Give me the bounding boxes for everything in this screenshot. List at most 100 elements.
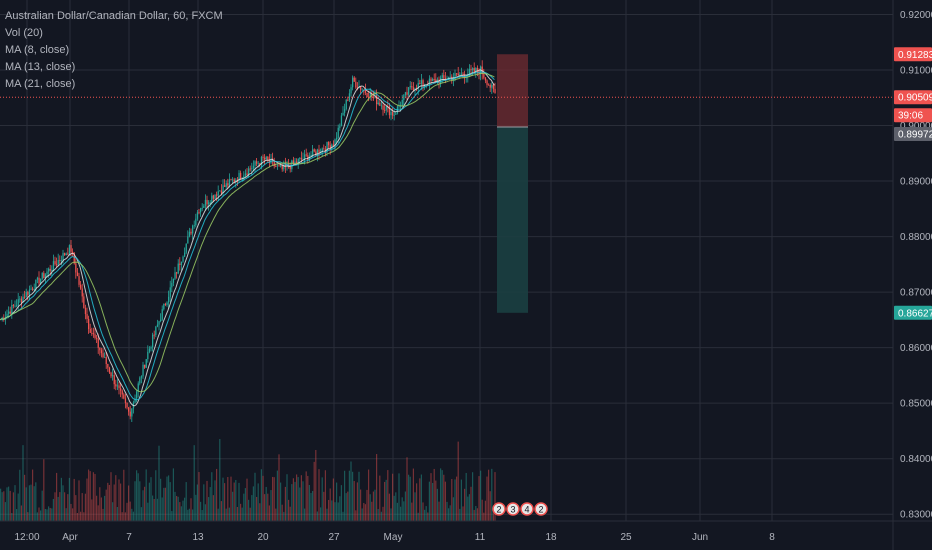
candle-body [19, 298, 21, 300]
event-marker[interactable]: 4 [520, 502, 534, 516]
volume-bar [180, 506, 182, 521]
volume-bar [345, 493, 347, 521]
volume-bar [384, 481, 386, 521]
event-marker-count[interactable]: 3 [510, 505, 515, 515]
volume-bar [305, 471, 307, 521]
event-marker-circle[interactable] [506, 502, 520, 516]
volume-bar [192, 509, 194, 521]
volume-bar [452, 497, 454, 521]
candle-body [459, 74, 461, 76]
candle-body [430, 78, 432, 81]
candle-body [86, 314, 88, 319]
candle-body [216, 194, 218, 196]
volume-bar [166, 476, 168, 521]
time-tick-label: 27 [328, 532, 340, 543]
volume-bar [291, 484, 293, 521]
volume-bar [160, 478, 162, 521]
position-zones[interactable] [497, 54, 528, 313]
volume-bar [1, 492, 3, 521]
volume-bar [380, 511, 382, 521]
event-marker-circle[interactable] [534, 502, 548, 516]
volume-bar [115, 475, 117, 521]
volume-bar [403, 501, 405, 521]
candle-body [92, 333, 95, 335]
volume-bar [59, 492, 61, 521]
volume-bar [272, 476, 274, 521]
candle-body [280, 165, 282, 167]
candle-body [116, 385, 119, 387]
candle-body [99, 347, 101, 351]
candle-body [32, 288, 34, 290]
candle-body [419, 83, 421, 84]
candle-body [108, 367, 111, 373]
candle-body [46, 271, 48, 275]
candle-body [180, 261, 183, 265]
volume-bar [12, 492, 14, 521]
current-price-tag-bg [894, 90, 932, 105]
volume-bar [315, 449, 317, 521]
volume-bar [310, 492, 312, 521]
volume-bar [332, 478, 334, 521]
take-profit-zone[interactable] [497, 127, 528, 313]
candle-body [70, 245, 72, 252]
candle-body [184, 252, 186, 257]
candle-body [102, 353, 104, 358]
volume-bar [364, 504, 366, 521]
volume-bar [60, 477, 62, 521]
volume-bar [300, 475, 302, 521]
volume-bar [9, 490, 11, 521]
volume-bar [404, 491, 406, 521]
stop-loss-zone[interactable] [497, 54, 528, 128]
candle-body [48, 268, 50, 272]
event-marker-count[interactable]: 2 [538, 505, 543, 515]
volume-bar [156, 498, 158, 521]
volume-bar [187, 509, 189, 521]
event-marker[interactable]: 3 [506, 502, 520, 516]
event-marker[interactable]: 2 [492, 502, 506, 516]
candle-body [57, 260, 59, 265]
volume-bar [473, 509, 475, 521]
price-tick-label: 0.83000 [900, 510, 932, 521]
volume-bar [41, 490, 43, 521]
volume-bar [43, 459, 45, 521]
stop-price-tag-bg [894, 47, 932, 62]
candle-body [84, 307, 87, 315]
event-marker-count[interactable]: 4 [524, 505, 529, 515]
candle-body [328, 142, 330, 146]
volume-bar [326, 508, 328, 521]
event-marker-circle[interactable] [492, 502, 506, 516]
candle-body [25, 291, 27, 298]
candle-body [238, 172, 240, 182]
volume-bar [64, 492, 66, 521]
candle-body [369, 93, 371, 98]
volume-bar [88, 469, 90, 521]
candle-body [339, 126, 341, 128]
candle-body [177, 263, 179, 274]
volume-bar [401, 497, 403, 521]
volume-bar [412, 468, 414, 521]
candle-body [211, 195, 213, 203]
volume-bar [121, 512, 123, 521]
volume-bar [294, 481, 296, 521]
volume-bar [174, 491, 176, 521]
event-marker-count[interactable]: 2 [496, 505, 501, 515]
candle-body [20, 298, 23, 303]
volume-bar [288, 499, 290, 521]
volume-bar [17, 493, 19, 521]
event-marker-circle[interactable] [520, 502, 534, 516]
candle-body [492, 84, 495, 89]
volume-bar [92, 472, 94, 521]
candle-body [489, 84, 491, 88]
candle-body [171, 282, 173, 288]
volume-bar [284, 486, 286, 521]
volume-bar [16, 509, 18, 521]
ma8-line [0, 69, 495, 407]
volume-bar [81, 493, 83, 521]
candle-body [310, 154, 312, 157]
volume-bar [436, 488, 438, 521]
event-marker[interactable]: 2 [534, 502, 548, 516]
candle-body [408, 87, 410, 95]
